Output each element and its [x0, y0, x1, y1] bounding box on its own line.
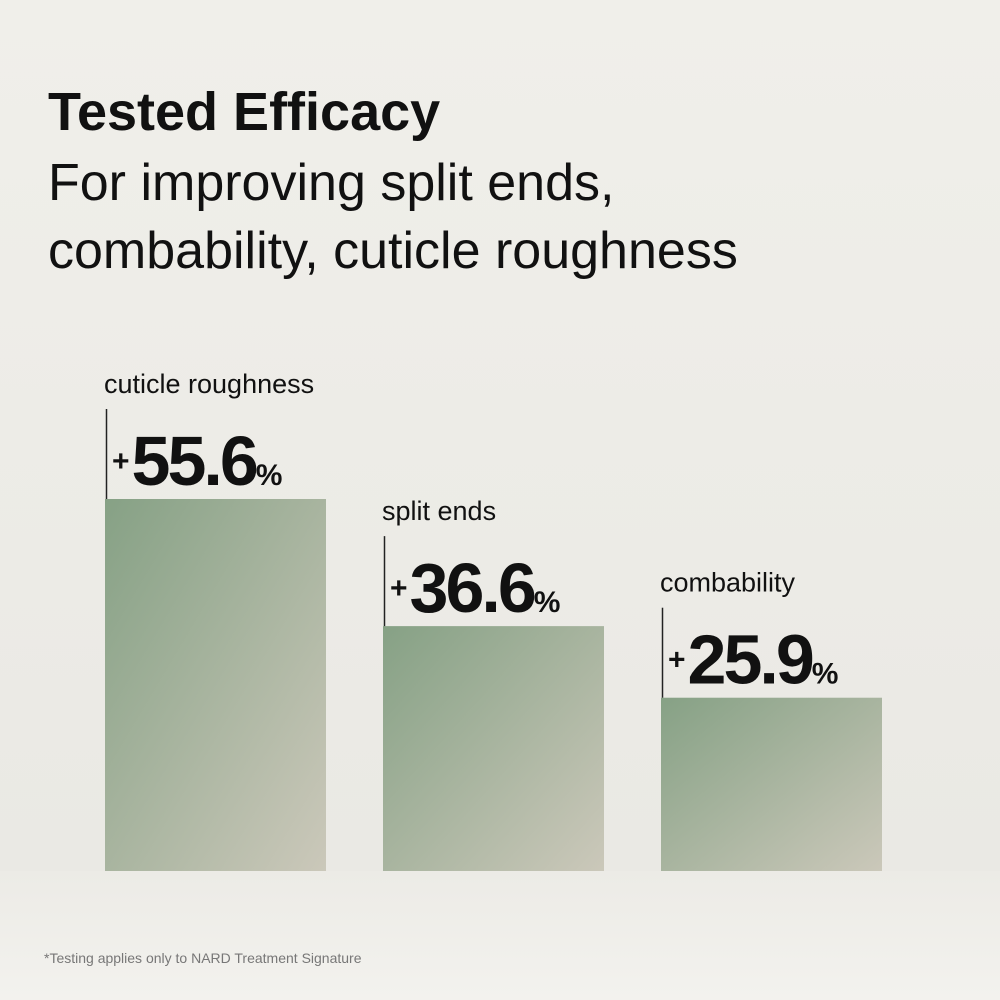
bar — [105, 499, 326, 871]
floor — [0, 871, 1000, 1000]
category-label: cuticle roughness — [104, 369, 314, 399]
bar — [661, 697, 882, 871]
category-label: combability — [660, 568, 796, 598]
subtitle: For improving split ends, — [48, 154, 614, 212]
chart-title: Tested Efficacy — [48, 82, 440, 142]
bars: cuticle roughness +55.6% split ends +36.6% c… — [104, 369, 882, 871]
bar — [383, 626, 604, 871]
value-label: +36.6% — [390, 549, 560, 627]
subtitle: combability, cuticle roughness — [48, 222, 738, 280]
value-label: +25.9% — [668, 621, 838, 699]
footnote: *Testing applies only to NARD Treatment … — [44, 950, 362, 966]
value-label: +55.6% — [112, 422, 282, 500]
category-label: split ends — [382, 496, 496, 526]
